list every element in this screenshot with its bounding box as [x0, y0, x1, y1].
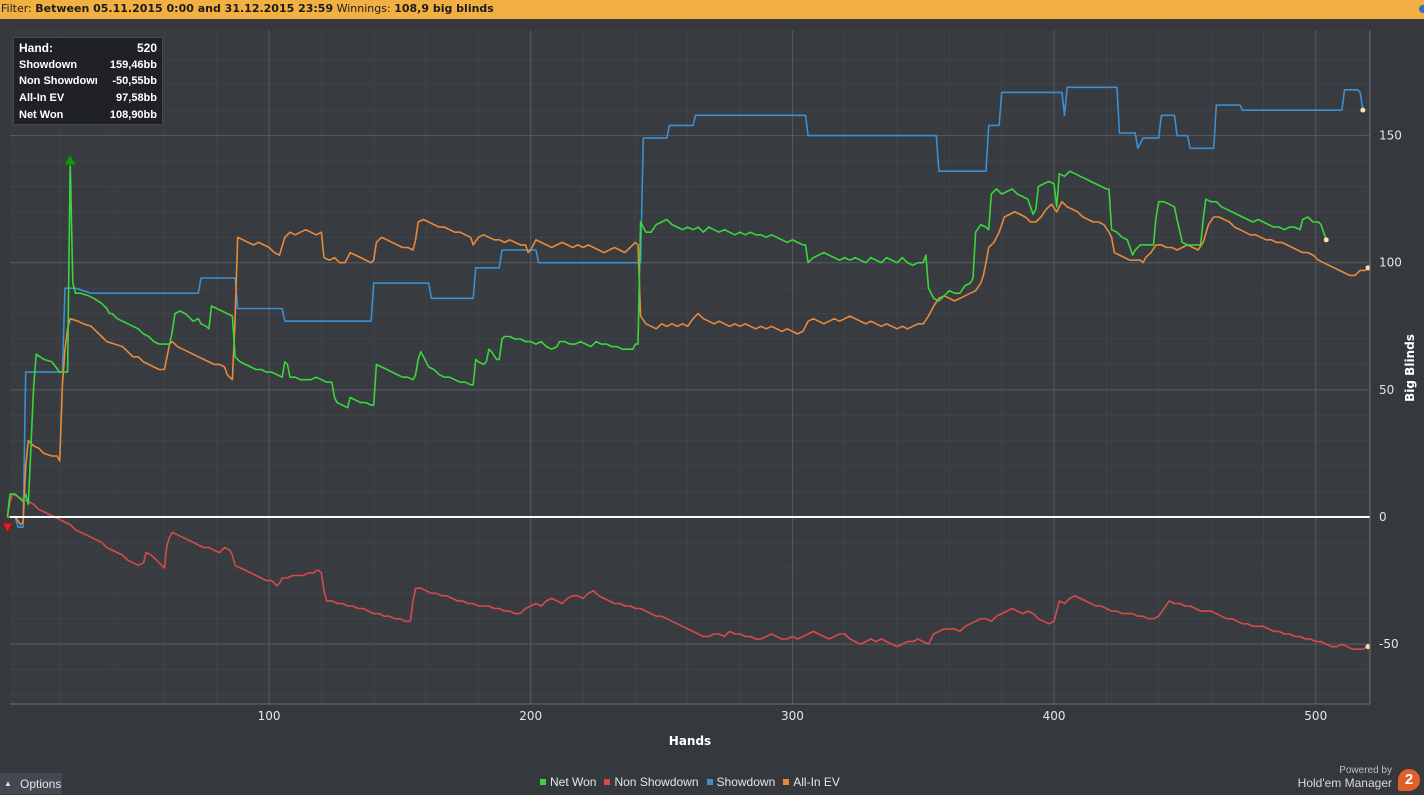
powered-by-label: Powered by — [1339, 765, 1392, 776]
legend-label: Showdown — [716, 775, 776, 789]
hover-hand-label: Hand: — [19, 41, 53, 55]
legend-item[interactable]: Showdown — [706, 775, 776, 789]
x-tick-label: 300 — [781, 709, 804, 723]
legend-item[interactable]: Net Won — [540, 775, 596, 789]
x-axis-title: Hands — [669, 734, 711, 748]
hover-row-allinev: All-In EV 97,58bb — [19, 90, 157, 106]
legend-label: Net Won — [550, 775, 597, 789]
legend-item[interactable]: All-In EV — [783, 775, 840, 789]
hover-nonshowdown-value: -50,55bb — [112, 75, 157, 87]
x-tick-label: 100 — [258, 709, 281, 723]
legend-swatch — [604, 779, 611, 785]
hover-info-box: Hand: 520 Showdown 159,46bb Non Showdown… — [13, 37, 163, 125]
winnings-label: Winnings: — [336, 2, 391, 15]
hover-allinev-label: All-In EV — [19, 92, 65, 104]
caret-up-icon: ▲ — [4, 779, 12, 788]
filter-separator — [0, 17, 1424, 19]
legend-swatch — [783, 779, 790, 785]
legend-swatch — [706, 779, 713, 785]
legend-swatch — [540, 779, 546, 785]
y-tick-label: 150 — [1379, 129, 1402, 143]
winnings-value: 108,9 big blinds — [394, 2, 494, 15]
x-tick-label: 500 — [1304, 709, 1327, 723]
x-tick-label: 400 — [1043, 709, 1066, 723]
legend-item[interactable]: Non Showdown — [604, 775, 699, 789]
hover-row-showdown: Showdown 159,46bb — [19, 57, 157, 73]
brand-logo-icon: 2 — [1398, 769, 1420, 791]
hover-showdown-value: 159,46bb — [109, 59, 157, 71]
y-tick-label: 100 — [1379, 256, 1402, 270]
marker-layer — [1, 107, 1371, 650]
filter-bar[interactable]: Filter: Between 05.11.2015 0:00 and 31.1… — [0, 0, 1424, 17]
hover-hand-value: 520 — [136, 41, 157, 55]
filter-label: Filter: — [1, 2, 32, 15]
hover-showdown-label: Showdown — [19, 59, 78, 71]
hover-row-netwon: Net Won 108,90bb — [19, 107, 157, 123]
hover-allinev-value: 97,58bb — [116, 92, 157, 104]
hover-netwon-value: 108,90bb — [109, 109, 157, 121]
series-line-showdown — [7, 86, 1364, 529]
endpoint-dot — [1365, 644, 1371, 650]
series-layer — [6, 86, 1370, 651]
series-line-non-showdown — [6, 493, 1369, 651]
hover-nonshowdown-label: Non Showdown — [19, 75, 97, 87]
filter-range: Between 05.11.2015 0:00 and 31.12.2015 2… — [35, 2, 334, 15]
endpoint-dot — [1323, 237, 1329, 243]
hover-netwon-label: Net Won — [19, 109, 64, 121]
endpoint-dot — [1360, 107, 1366, 113]
peak-marker-icon — [63, 154, 78, 166]
endpoint-dot — [1365, 265, 1371, 271]
legend-label: All-In EV — [793, 775, 840, 789]
options-label: Options — [20, 777, 62, 791]
options-button[interactable]: ▲ Options — [0, 773, 62, 794]
y-tick-label: 50 — [1379, 383, 1394, 397]
filter-indicator-icon[interactable] — [1419, 5, 1424, 13]
chart-legend: Net Won Non Showdown Showdown All-In EV — [540, 775, 848, 791]
hover-row-nonshowdown: Non Showdown -50,55bb — [19, 73, 157, 89]
series-line-all-in-ev — [7, 200, 1369, 526]
low-marker-icon — [1, 522, 14, 534]
y-tick-label: 0 — [1379, 510, 1387, 524]
series-line-net-won — [6, 160, 1327, 518]
legend-label: Non Showdown — [614, 775, 699, 789]
y-axis-title: Big Blinds — [1403, 334, 1417, 402]
axes: -50 0 50 100 150 100 200 300 400 500 — [10, 30, 1402, 723]
brand-name: Hold'em Manager — [1297, 776, 1392, 790]
x-tick-label: 200 — [519, 709, 542, 723]
grid — [10, 30, 1370, 704]
y-tick-label: -50 — [1379, 637, 1399, 651]
plot-area — [10, 30, 1370, 704]
brand: Powered by Hold'em Manager 2 — [1296, 764, 1424, 794]
hover-row-hand: Hand: 520 — [19, 40, 157, 56]
